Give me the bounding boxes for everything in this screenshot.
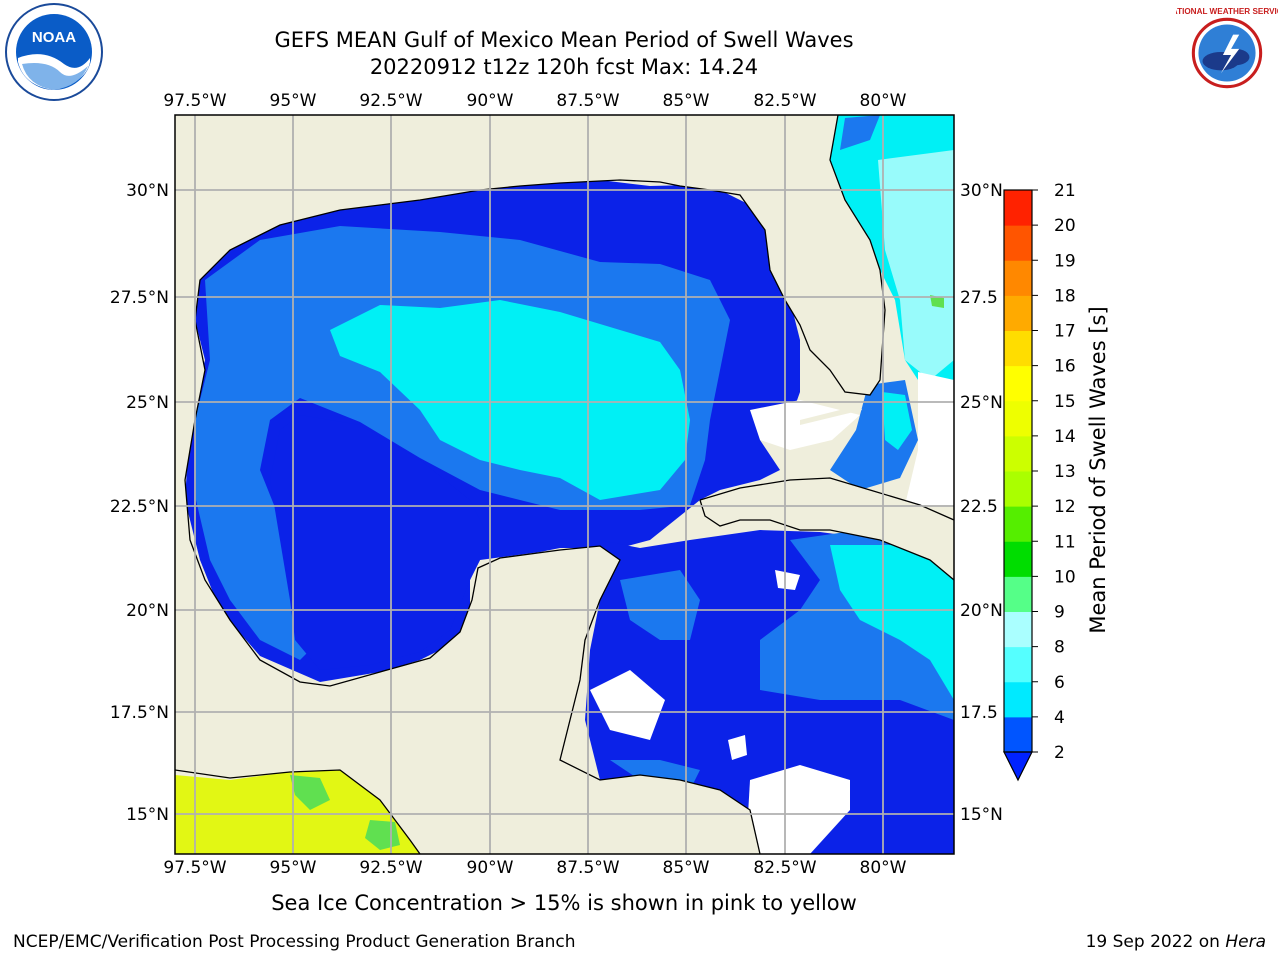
lat-tick-right: 22.5: [960, 497, 998, 517]
sea-ice-green-patch-1: [290, 775, 330, 810]
lon-tick-bottom: 87.5°W: [556, 858, 619, 878]
lat-tick-left: 17.5°N: [110, 703, 169, 723]
colorbar-bin: [1004, 576, 1032, 612]
lon-tick-top: 82.5°W: [753, 91, 816, 111]
chart-title: GEFS MEAN Gulf of Mexico Mean Period of …: [274, 28, 854, 52]
atlantic-light-region: [878, 150, 954, 380]
gulf-high-period-region: [330, 300, 690, 500]
lat-tick-left: 27.5°N: [110, 288, 169, 308]
lon-tick-top: 92.5°W: [359, 91, 422, 111]
colorbar: 2 4 6 8 9 10 11 12 13 14 15 16 17 18 19 20 21: [1003, 181, 1076, 782]
colorbar-tick-label: 9: [1054, 603, 1065, 623]
lon-tick-top: 80°W: [860, 91, 907, 111]
colorbar-bin: [1004, 435, 1032, 472]
colorbar-tick-label: 16: [1054, 357, 1076, 377]
lon-tick-top: 85°W: [663, 91, 710, 111]
caribbean-no-data-3: [728, 735, 747, 760]
noaa-logo-text: NOAA: [32, 29, 76, 46]
lon-tick-bottom: 80°W: [860, 858, 907, 878]
map-frame: [174, 114, 955, 855]
credit-line: NCEP/EMC/Verification Post Processing Pr…: [13, 932, 576, 952]
gulf-coastline: [184, 115, 886, 854]
caribbean-no-data-1: [590, 670, 665, 740]
colorbar-tick-label: 21: [1054, 181, 1076, 201]
machine-name: Hera: [1225, 932, 1266, 952]
cuba-land: [700, 478, 954, 580]
colorbar-tick-label: 15: [1054, 392, 1076, 412]
lon-tick-top: 97.5°W: [163, 91, 226, 111]
pacific-coastline: [175, 769, 421, 854]
lat-tick-right: 20°N: [960, 601, 1003, 621]
caribbean-sw-swell: [620, 570, 700, 640]
date-line: 19 Sep 2022 on Hera: [1086, 932, 1266, 952]
colorbar-tick-label: 13: [1054, 462, 1076, 482]
colorbar-bin: [1004, 260, 1032, 296]
caribbean-no-data-2: [748, 765, 850, 854]
colorbar-tick-label: 4: [1054, 708, 1065, 728]
caribbean-high-period: [830, 545, 954, 700]
lat-tick-right: 25°N: [960, 393, 1003, 413]
colorbar-tick-label: 18: [1054, 286, 1076, 306]
bahamas-swell-light: [882, 392, 912, 450]
colorbar-tick-label: 8: [1054, 638, 1065, 658]
colorbar-bin: [1004, 365, 1032, 402]
lon-tick-bottom: 82.5°W: [753, 858, 816, 878]
lon-tick-bottom: 95°W: [270, 858, 317, 878]
colorbar-bin: [1004, 506, 1032, 542]
florida-keys-land: [800, 405, 862, 425]
sea-ice-yellow: [175, 770, 420, 854]
lon-tick-bottom: 90°W: [467, 858, 514, 878]
date-text: 19 Sep 2022 on: [1085, 932, 1226, 952]
colorbar-extend-arrow: [1003, 751, 1033, 782]
bahamas-no-data: [905, 372, 954, 505]
atlantic-blue-region: [840, 115, 880, 150]
lat-tick-right: 17.5: [960, 703, 998, 723]
nws-logo: NATIONAL WEATHER SERVICE: [1176, 4, 1278, 102]
lat-tick-left: 25°N: [126, 393, 169, 413]
colorbar-bin: [1004, 646, 1032, 683]
lon-tick-top: 90°W: [467, 91, 514, 111]
noaa-logo: NOAA: [5, 3, 103, 101]
nws-logo-text: NATIONAL WEATHER SERVICE: [1176, 7, 1278, 16]
gulf-inner-lobe: [270, 415, 490, 670]
lon-tick-bottom: 97.5°W: [163, 858, 226, 878]
colorbar-bin: [1004, 716, 1032, 753]
colorbar-bin: [1004, 225, 1032, 261]
colorbar-tick-label: 12: [1054, 497, 1076, 517]
lon-tick-bottom: 85°W: [663, 858, 710, 878]
colorbar-bin: [1004, 295, 1032, 331]
map-gridlines: [175, 115, 954, 854]
lat-tick-left: 30°N: [126, 181, 169, 201]
chart-subtitle: 20220912 t12z 120h fcst Max: 14.24: [369, 55, 759, 79]
colorbar-tick-label: 14: [1054, 427, 1076, 447]
caribbean-no-data-4: [775, 570, 800, 590]
colorbar-tick-label: 11: [1054, 532, 1076, 552]
lon-tick-bottom: 92.5°W: [359, 858, 422, 878]
colorbar-bin: [1004, 611, 1032, 648]
lat-tick-left: 15°N: [126, 805, 169, 825]
lat-tick-left: 22.5°N: [110, 497, 169, 517]
sea-ice-caption: Sea Ice Concentration > 15% is shown in …: [271, 891, 857, 915]
colorbar-tick-label: 20: [1054, 216, 1076, 236]
colorbar-tick-label: 10: [1054, 567, 1076, 587]
lat-tick-right: 27.5: [960, 288, 998, 308]
colorbar-tick-label: 2: [1054, 743, 1065, 763]
sea-ice-green-patch-3: [930, 295, 944, 308]
colorbar-tick-label: 17: [1054, 322, 1076, 342]
colorbar-bin: [1004, 541, 1032, 577]
colorbar-tick-label: 6: [1054, 673, 1065, 693]
lat-tick-right: 30°N: [960, 181, 1003, 201]
colorbar-bin: [1004, 330, 1032, 367]
lon-tick-top: 95°W: [270, 91, 317, 111]
lon-tick-top: 87.5°W: [556, 91, 619, 111]
lat-tick-left: 20°N: [126, 601, 169, 621]
lat-tick-right: 15°N: [960, 805, 1003, 825]
colorbar-bin: [1004, 681, 1032, 718]
colorbar-label: Mean Period of Swell Waves [s]: [1086, 306, 1110, 634]
colorbar-bin: [1004, 471, 1032, 507]
colorbar-tick-label: 19: [1054, 251, 1076, 271]
colorbar-bin: [1004, 400, 1032, 437]
colorbar-bin: [1004, 190, 1032, 226]
